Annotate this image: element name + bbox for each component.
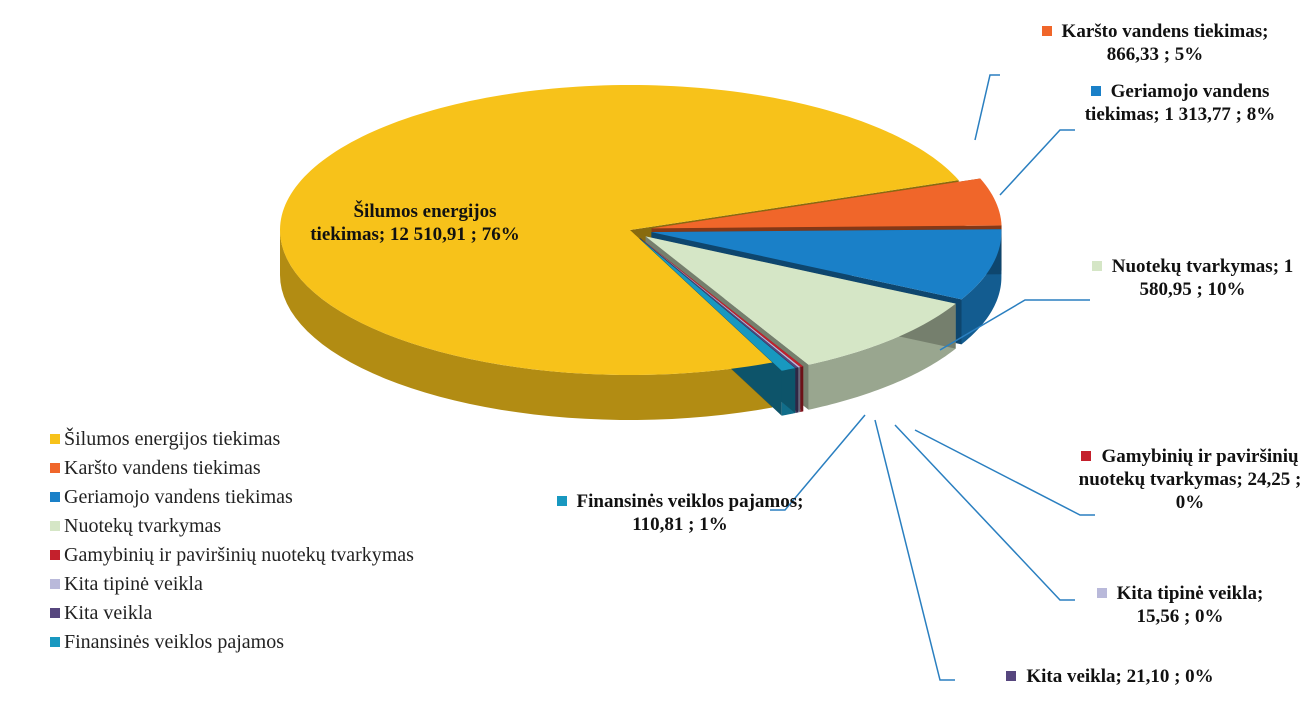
legend-entry: Geriamojo vandens tiekimas (50, 486, 293, 509)
label-swatch (1090, 86, 1101, 96)
slice (651, 178, 1002, 229)
legend-label: Nuotekų tvarkymas (64, 515, 222, 537)
label-swatch (1081, 451, 1092, 461)
legend-swatch (50, 521, 60, 531)
label-swatch (1041, 26, 1052, 36)
data-label: Kita veikla; 21,10 ; 0% (960, 665, 1260, 688)
label-text: Šilumos energijos tiekimas; 12 510,91 ; … (310, 201, 520, 245)
legend-entry: Nuotekų tvarkymas (50, 515, 221, 538)
label-text: Kita tipinė veikla; 15,56 ; 0% (1116, 583, 1264, 627)
label-swatch (1096, 588, 1107, 598)
legend-label: Kita tipinė veikla (64, 573, 203, 595)
label-text: Finansinės veiklos pajamos; 110,81 ; 1% (576, 491, 804, 535)
legend-entry: Kita tipinė veikla (50, 573, 203, 596)
legend-label: Geriamojo vandens tiekimas (64, 486, 293, 508)
slice (639, 238, 799, 368)
legend-label: Šilumos energijos tiekimas (64, 428, 281, 450)
leader-line (914, 429, 1095, 516)
legend-swatch (50, 492, 60, 502)
legend-label: Kita veikla (64, 602, 153, 624)
slice (639, 238, 796, 371)
data-label: Geriamojo vandens tiekimas; 1 313,77 ; 8… (1065, 80, 1295, 126)
leader-line (770, 414, 866, 511)
label-swatch (1006, 671, 1017, 681)
label-text: Kita veikla; 21,10 ; 0% (1026, 666, 1214, 687)
legend-swatch (50, 637, 60, 647)
legend-label: Finansinės veiklos pajamos (64, 631, 284, 653)
leader-line (999, 129, 1075, 196)
legend-swatch (50, 550, 60, 560)
leader-line (874, 419, 955, 681)
leader-line (894, 424, 1075, 601)
label-swatch (1091, 261, 1102, 271)
label-swatch (556, 496, 567, 506)
slice (645, 236, 956, 365)
slices (280, 85, 1002, 420)
legend-swatch (50, 579, 60, 589)
legend-entry: Gamybinių ir paviršinių nuotekų tvarkyma… (50, 544, 414, 567)
label-text: Nuotekų tvarkymas; 1 580,95 ; 10% (1111, 256, 1294, 300)
label-text: Karšto vandens tiekimas; 866,33 ; 5% (1061, 21, 1269, 65)
leader-line (974, 74, 1000, 141)
slice-side (961, 232, 1002, 345)
leader-line (939, 299, 1090, 351)
legend-entry: Finansinės veiklos pajamos (50, 631, 284, 654)
legend-swatch (50, 608, 60, 618)
slice (640, 238, 804, 368)
label-swatch (333, 206, 344, 216)
data-label: Finansinės veiklos pajamos; 110,81 ; 1% (555, 490, 805, 536)
data-label: Gamybinių ir paviršinių nuotekų tvarkyma… (1075, 445, 1305, 514)
data-label: Karšto vandens tiekimas; 866,33 ; 5% (1030, 20, 1280, 66)
legend-entry: Šilumos energijos tiekimas (50, 428, 280, 451)
label-text: Geriamojo vandens tiekimas; 1 313,77 ; 8… (1084, 81, 1276, 125)
legend-label: Gamybinių ir paviršinių nuotekų tvarkyma… (64, 544, 414, 566)
data-label: Nuotekų tvarkymas; 1 580,95 ; 10% (1085, 255, 1300, 301)
slice (280, 85, 959, 375)
legend-label: Karšto vandens tiekimas (64, 457, 261, 479)
slice (640, 238, 801, 368)
label-text: Gamybinių ir paviršinių nuotekų tvarkyma… (1078, 446, 1302, 513)
legend-swatch (50, 463, 60, 473)
legend-entry: Karšto vandens tiekimas (50, 457, 261, 480)
legend-entry: Kita veikla (50, 602, 152, 625)
slice-side (280, 230, 773, 420)
data-label: Šilumos energijos tiekimas; 12 510,91 ; … (300, 200, 530, 246)
data-label: Kita tipinė veikla; 15,56 ; 0% (1085, 582, 1275, 628)
slice (651, 229, 1002, 300)
legend-swatch (50, 434, 60, 444)
